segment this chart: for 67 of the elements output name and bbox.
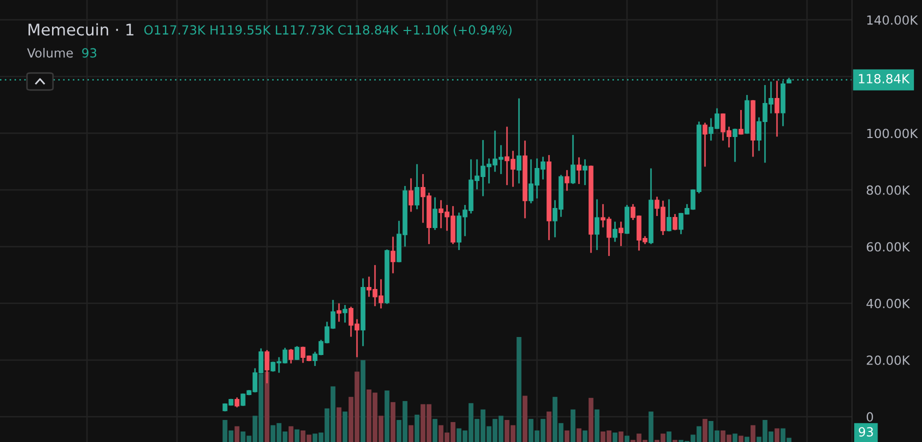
candlestick	[408, 178, 414, 212]
candlestick	[336, 302, 342, 322]
candlestick	[570, 134, 576, 185]
bar	[342, 412, 348, 442]
annotation: 93	[82, 48, 96, 58]
bar	[618, 432, 624, 442]
candlestick	[738, 109, 744, 136]
bar	[522, 396, 528, 442]
candlestick	[342, 304, 348, 324]
bar	[294, 429, 300, 442]
bar	[390, 402, 396, 442]
candlestick	[582, 158, 588, 186]
text: Memecuin · 1	[28, 23, 134, 36]
bar	[408, 425, 414, 442]
bar	[432, 418, 438, 442]
candlestick	[612, 220, 618, 242]
bar	[414, 414, 420, 442]
bar	[774, 428, 780, 442]
bar	[234, 426, 240, 442]
bar	[570, 409, 576, 442]
bar	[702, 418, 708, 442]
bar	[582, 430, 588, 442]
y-tick-label: 60.00K	[866, 242, 910, 252]
candlestick	[618, 220, 624, 247]
candlestick	[234, 396, 240, 408]
bar	[594, 409, 600, 442]
y-tick-label: 20.00K	[866, 355, 910, 365]
candlestick	[294, 345, 300, 361]
candlestick	[390, 236, 396, 274]
bar	[648, 412, 654, 442]
bar	[360, 360, 366, 442]
bar	[738, 436, 744, 442]
y-tick-label: 0	[866, 412, 874, 422]
y-tick-label: 80.00K	[866, 185, 910, 195]
bar	[612, 432, 618, 442]
candlestick	[666, 198, 672, 232]
y-tick-label: 40.00K	[866, 298, 910, 308]
y-tick-label: 140.00K	[867, 15, 918, 25]
annotation: O117.73K H119.55K L117.73K C118.84K +1.10K (+0.94%)	[144, 24, 512, 36]
candlestick	[702, 122, 708, 168]
bar	[546, 412, 552, 442]
bar	[624, 436, 630, 442]
candlestick	[564, 169, 570, 192]
annotation: Volume	[27, 48, 73, 58]
candlestick	[414, 163, 420, 210]
bar	[588, 398, 594, 442]
candlestick	[672, 213, 678, 231]
bar	[516, 337, 522, 442]
candlestick	[288, 348, 294, 364]
y-tick-label: 100.00K	[867, 128, 918, 138]
text: 93	[858, 427, 873, 437]
candlestick	[774, 80, 780, 138]
bar	[288, 426, 294, 442]
bar	[564, 430, 570, 442]
candlestick	[432, 196, 438, 231]
bar	[744, 436, 750, 442]
candlestick	[516, 98, 522, 184]
candlestick	[594, 198, 600, 251]
ref-line-label: 118.84K	[858, 74, 910, 84]
bar	[336, 407, 342, 442]
bar	[666, 432, 672, 442]
bar	[750, 425, 756, 442]
candlestick	[576, 156, 582, 185]
candlestick	[732, 128, 738, 163]
bar	[576, 428, 582, 442]
bar	[732, 434, 738, 442]
bar	[384, 390, 390, 442]
